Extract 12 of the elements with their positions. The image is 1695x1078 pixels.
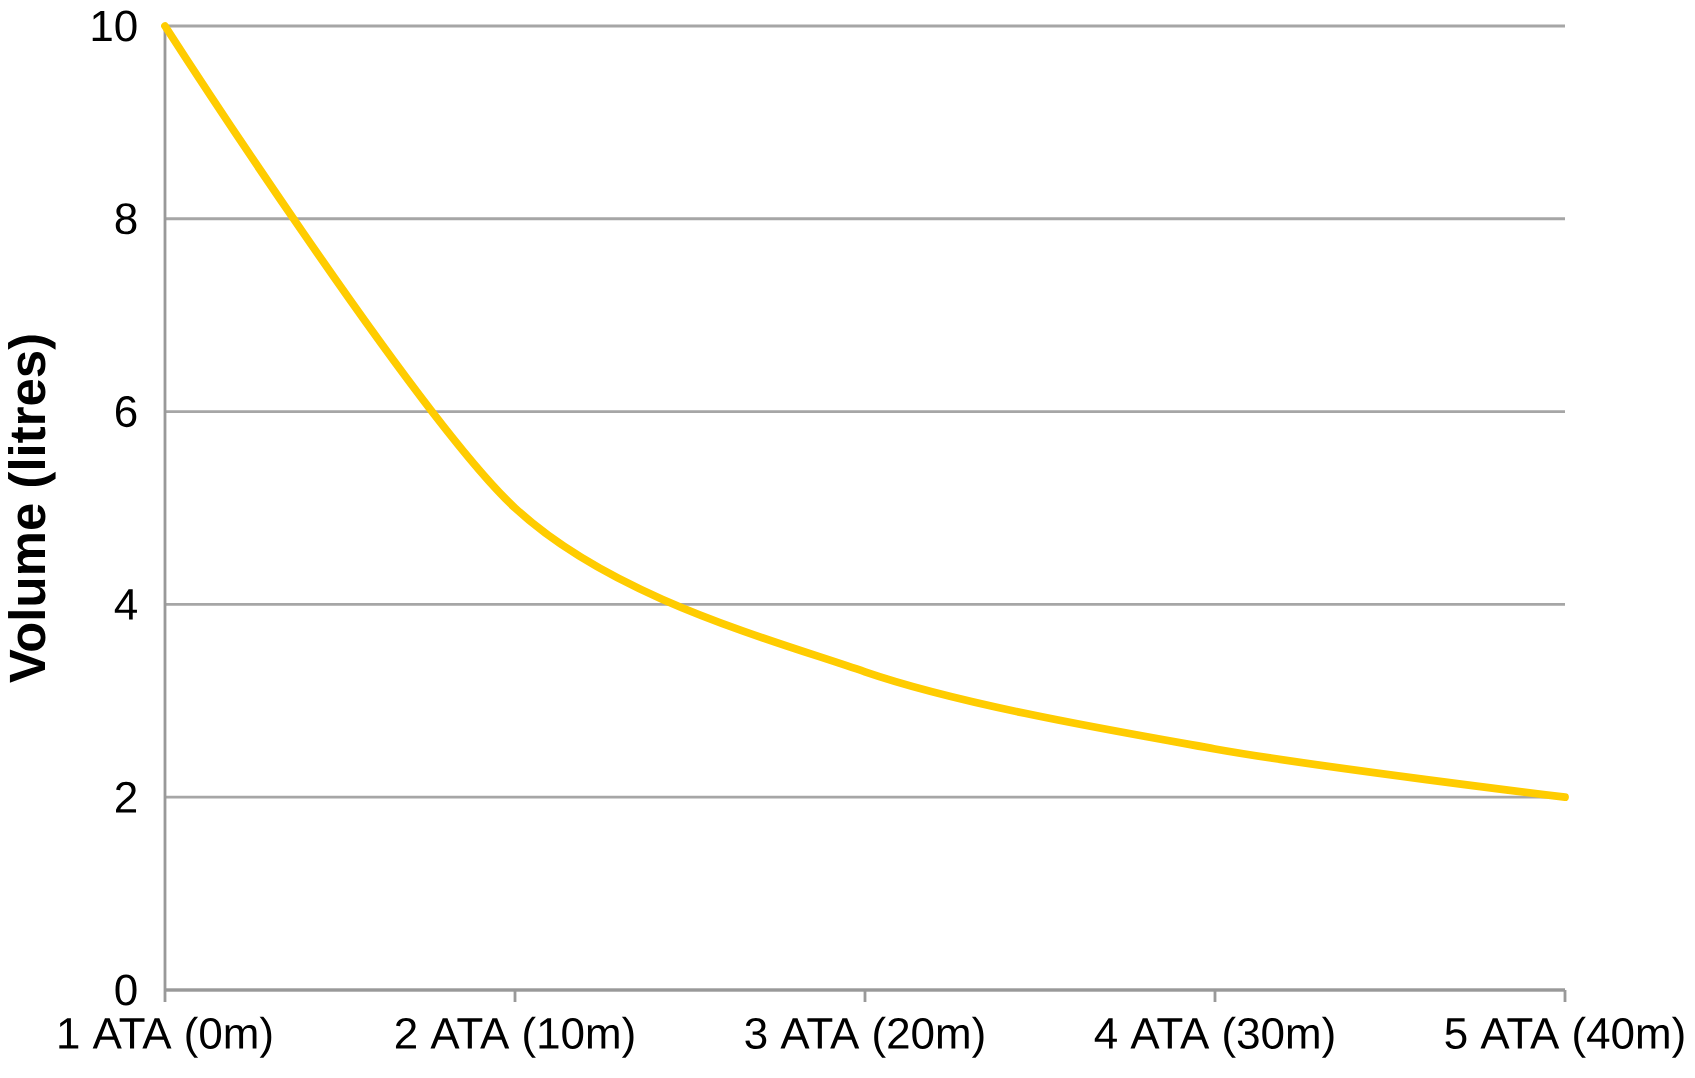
y-tick-label: 4 (114, 589, 137, 620)
y-axis-title: Volume (litres) (8, 335, 56, 683)
y-tick-label: 6 (116, 396, 137, 428)
x-tick-label: 4 ATA (30m) (1094, 1016, 1334, 1058)
x-tick-label: 3 ATA (20m) (745, 1016, 984, 1058)
y-tick-label: 10 (92, 10, 137, 42)
x-tick-label: 1 ATA (0m) (59, 1016, 272, 1058)
y-tick-label: 8 (115, 203, 137, 235)
y-tick-label: 2 (116, 781, 137, 813)
x-tick-label: 5 ATA (40m) (1445, 1016, 1684, 1058)
y-tick-label: 0 (115, 974, 137, 1006)
x-tick-label: 2 ATA (10m) (395, 1016, 634, 1058)
